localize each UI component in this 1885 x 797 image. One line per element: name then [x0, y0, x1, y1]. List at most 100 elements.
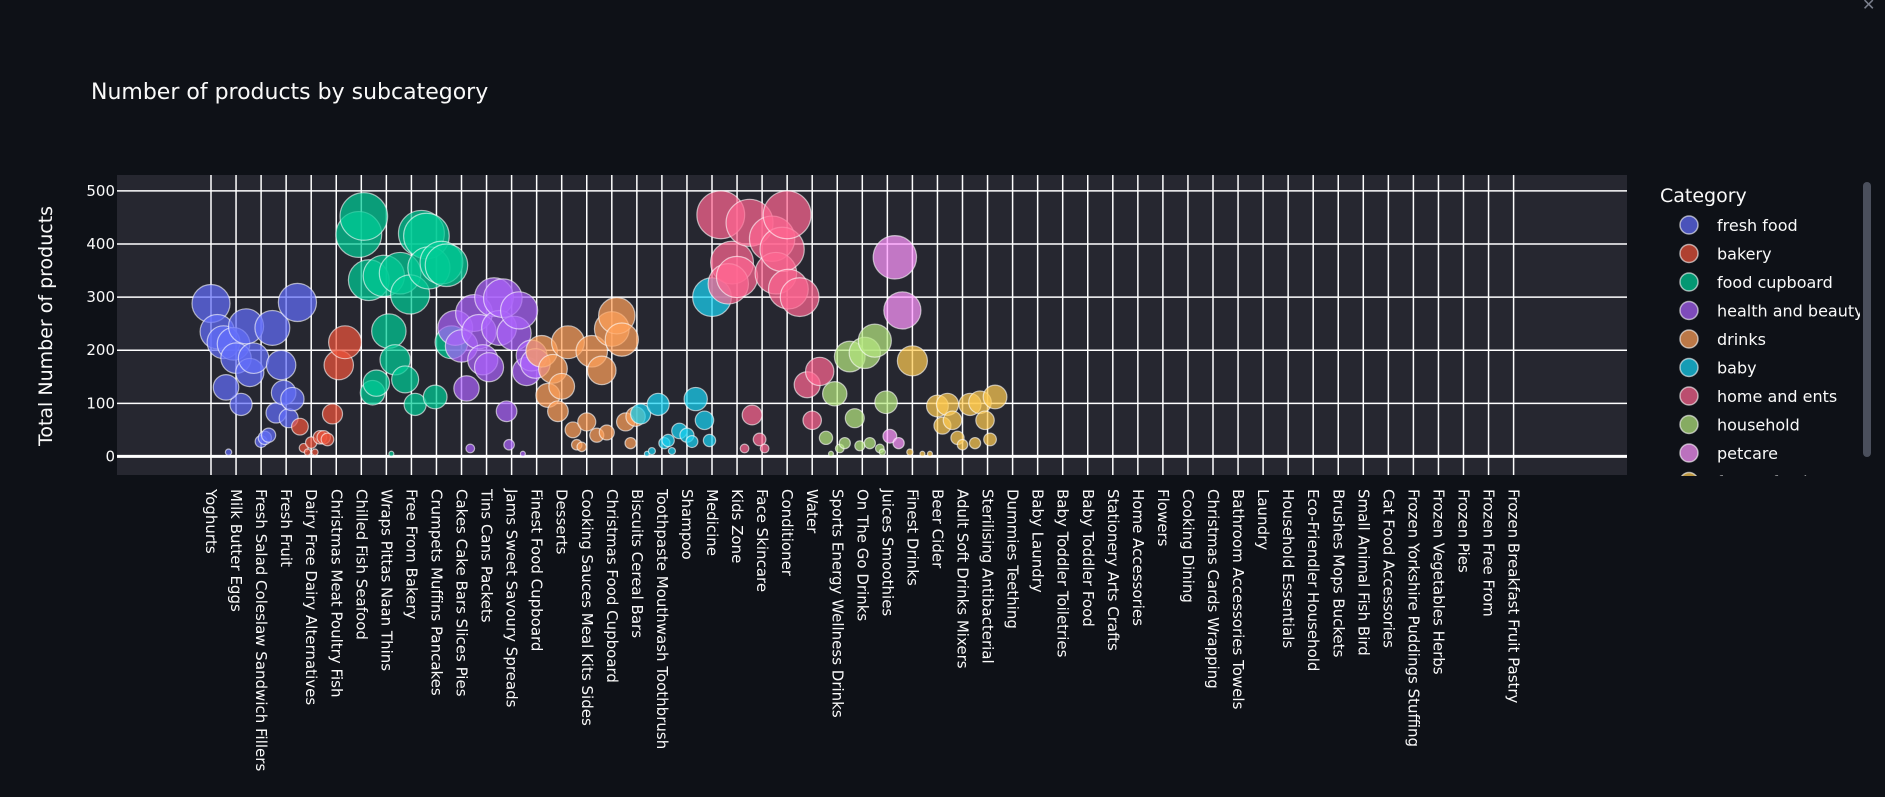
- bubble-point[interactable]: [311, 448, 319, 456]
- bubble-point[interactable]: [465, 443, 476, 454]
- bubble-point[interactable]: [388, 450, 395, 457]
- bubble-point[interactable]: [519, 450, 526, 457]
- bubble-point[interactable]: [919, 450, 926, 457]
- bubble-point[interactable]: [453, 375, 480, 402]
- bubble-point[interactable]: [424, 243, 469, 288]
- bubble-point[interactable]: [327, 325, 363, 360]
- bubble-point[interactable]: [237, 342, 270, 375]
- bubble-point[interactable]: [422, 384, 448, 410]
- legend-item[interactable]: frozen food: [1680, 471, 1807, 492]
- bubble-point[interactable]: [741, 404, 763, 426]
- bubble-point[interactable]: [872, 235, 918, 280]
- legend-marker: [1679, 443, 1699, 463]
- bubble-point[interactable]: [391, 365, 420, 394]
- bubble-point[interactable]: [762, 190, 812, 240]
- bubble-point[interactable]: [371, 313, 407, 349]
- legend-scrollbar[interactable]: [1863, 182, 1871, 457]
- bubble-point[interactable]: [956, 438, 969, 451]
- bubble-point[interactable]: [646, 392, 670, 417]
- legend-item[interactable]: food cupboard: [1679, 272, 1833, 292]
- bubble-point[interactable]: [224, 448, 233, 456]
- legend-item[interactable]: home and ents: [1679, 386, 1837, 406]
- bubble-point[interactable]: [212, 374, 240, 401]
- legend-item[interactable]: health and beauty: [1679, 300, 1864, 321]
- bubble-point[interactable]: [577, 412, 597, 432]
- legend-label: baby: [1717, 359, 1757, 378]
- bubble-point[interactable]: [576, 441, 588, 453]
- y-tick-label: 500: [86, 182, 115, 200]
- bubble-point[interactable]: [892, 436, 905, 450]
- bubble-point[interactable]: [339, 192, 389, 241]
- bubble-point[interactable]: [598, 424, 615, 441]
- legend-item[interactable]: household: [1679, 414, 1800, 435]
- bubble-point[interactable]: [827, 450, 835, 457]
- bubble-point[interactable]: [779, 277, 820, 318]
- bubble-point[interactable]: [883, 291, 922, 330]
- bubble-point[interactable]: [624, 436, 637, 450]
- legend-item[interactable]: petcare: [1679, 443, 1778, 463]
- bubble-point[interactable]: [975, 410, 995, 431]
- bubble-point[interactable]: [752, 432, 767, 447]
- bubble-point[interactable]: [906, 448, 914, 456]
- bubble-point[interactable]: [647, 446, 657, 456]
- bubble-point[interactable]: [586, 355, 617, 386]
- bubble-point[interactable]: [818, 430, 834, 446]
- legend-item[interactable]: drinks: [1679, 329, 1766, 349]
- bubble-point[interactable]: [802, 410, 823, 431]
- bubble-point[interactable]: [548, 372, 576, 400]
- bubble-point[interactable]: [280, 386, 305, 412]
- bubble-point[interactable]: [878, 448, 887, 456]
- bubble-point[interactable]: [320, 432, 335, 447]
- bubble-point[interactable]: [254, 309, 291, 346]
- bubble-point[interactable]: [503, 438, 515, 451]
- bubble-point[interactable]: [968, 436, 982, 450]
- bubble-point[interactable]: [882, 428, 898, 444]
- bubble-point[interactable]: [277, 282, 318, 323]
- bubble-point[interactable]: [715, 255, 759, 299]
- bubble-point[interactable]: [926, 450, 934, 457]
- bubble-point[interactable]: [362, 369, 391, 397]
- bubble-point[interactable]: [564, 421, 582, 439]
- bubble-point[interactable]: [821, 380, 848, 407]
- bubble-point[interactable]: [685, 435, 699, 449]
- bubble-point[interactable]: [290, 417, 309, 436]
- x-tick-label: Christmas Cards Wrapping: [1204, 489, 1222, 689]
- legend-item[interactable]: bakery: [1679, 243, 1772, 264]
- bubble-point[interactable]: [229, 392, 253, 417]
- legend-item[interactable]: fresh food: [1679, 215, 1798, 235]
- bubble-point[interactable]: [874, 390, 899, 415]
- bubble-point[interactable]: [321, 403, 344, 425]
- bubble-point[interactable]: [629, 403, 652, 425]
- x-tick-label: Baby Laundry: [1029, 489, 1047, 593]
- bubble-point[interactable]: [499, 291, 539, 330]
- bubble-point[interactable]: [896, 345, 929, 377]
- bubble-point[interactable]: [857, 323, 892, 358]
- bubble-point[interactable]: [473, 352, 505, 383]
- x-tick-label: Sports Energy Wellness Drinks: [828, 489, 846, 718]
- close-icon[interactable]: ✕: [1862, 0, 1875, 14]
- bubble-point[interactable]: [739, 443, 750, 454]
- bubble-point[interactable]: [983, 432, 997, 447]
- bubble-point[interactable]: [854, 440, 866, 452]
- bubble-point[interactable]: [759, 443, 770, 454]
- bubble-point[interactable]: [495, 400, 518, 423]
- bubble-point[interactable]: [804, 356, 835, 387]
- bubble-point[interactable]: [844, 408, 865, 429]
- y-tick-label: 0: [105, 447, 115, 465]
- bubble-point[interactable]: [942, 410, 963, 431]
- bubble-point[interactable]: [547, 400, 569, 423]
- bubble-point[interactable]: [667, 446, 677, 456]
- bubble-point[interactable]: [604, 322, 640, 357]
- bubble-point[interactable]: [265, 349, 297, 381]
- bubble-point[interactable]: [702, 433, 717, 448]
- bubble-point[interactable]: [303, 448, 312, 456]
- legend-item[interactable]: baby: [1679, 357, 1757, 378]
- bubble-point[interactable]: [863, 436, 877, 450]
- bubble-point[interactable]: [683, 386, 708, 412]
- bubble-point[interactable]: [694, 410, 715, 431]
- x-tick-label: Yoghurts: [202, 488, 220, 554]
- bubble-point[interactable]: [661, 433, 675, 448]
- bubble-point[interactable]: [260, 427, 277, 443]
- bubble-point[interactable]: [982, 384, 1008, 410]
- bubble-point[interactable]: [838, 436, 851, 450]
